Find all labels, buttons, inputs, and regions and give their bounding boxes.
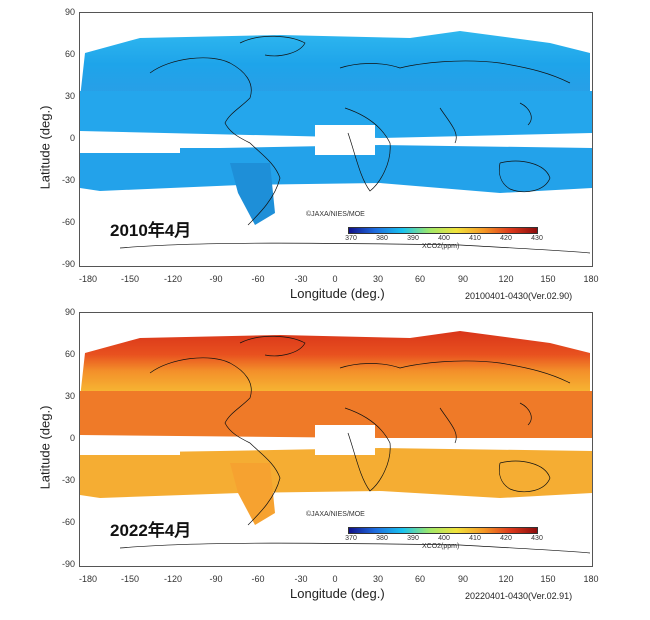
- x-axis-label: Longitude (deg.): [290, 286, 385, 301]
- xco2-coverage-south: [80, 448, 592, 498]
- x-tick-label: -180: [78, 274, 97, 284]
- y-tick-label: -30: [61, 475, 75, 485]
- period-label: 2022年4月: [110, 521, 192, 540]
- credit-label: ©JAXA/NIES/MOE: [306, 211, 365, 218]
- x-tick-label: 180: [583, 574, 599, 584]
- x-tick-label: -90: [209, 574, 223, 584]
- colorbar-tick: 430: [531, 235, 543, 242]
- xco2-coverage-south: [80, 145, 592, 193]
- xco2-coverage-southam: [230, 463, 275, 525]
- x-tick-label: 90: [457, 274, 468, 284]
- colorbar-tick: 370: [345, 535, 357, 542]
- colorbar-tick: 410: [469, 535, 481, 542]
- colorbar-tick: 380: [376, 235, 388, 242]
- xco2-coverage-southam: [230, 163, 275, 225]
- x-tick-label: -150: [120, 274, 139, 284]
- colorbar: [348, 527, 538, 534]
- y-tick-label: 60: [64, 349, 75, 359]
- colorbar-title: XCO2(ppm): [422, 243, 460, 250]
- coastlines: [119, 335, 591, 554]
- data-gap: [315, 125, 375, 155]
- x-tick-label: -180: [78, 574, 97, 584]
- colorbar-tick: 400: [438, 235, 450, 242]
- y-axis-label: Latitude (deg.): [37, 405, 53, 490]
- x-tick-label: 150: [540, 274, 556, 284]
- map-panel-2022: 90 60 30 0 -30 -60 -90 Latitude (deg.) -…: [0, 300, 650, 605]
- y-tick-label: 0: [69, 133, 75, 143]
- colorbar-tick: 430: [531, 535, 543, 542]
- colorbar-tick: 380: [376, 535, 388, 542]
- y-tick-label: -30: [61, 175, 75, 185]
- x-tick-label: -120: [163, 574, 182, 584]
- y-tick-label: -90: [61, 259, 75, 269]
- colorbar-tick: 370: [345, 235, 357, 242]
- period-label: 2010年4月: [110, 221, 192, 240]
- xco2-coverage-north: [80, 31, 590, 98]
- colorbar-tick: 390: [407, 535, 419, 542]
- data-gap: [80, 443, 180, 455]
- y-tick-label: -60: [61, 217, 75, 227]
- x-tick-label: -30: [294, 274, 308, 284]
- y-tick-label: 30: [64, 391, 75, 401]
- map-plot-2010: [79, 12, 593, 267]
- xco2-map-2010: [80, 31, 592, 254]
- xco2-coverage-north: [80, 331, 590, 398]
- colorbar-tick: 420: [500, 235, 512, 242]
- x-axis-label: Longitude (deg.): [290, 586, 385, 601]
- coastlines: [119, 35, 591, 254]
- y-tick-label: 90: [64, 7, 75, 17]
- x-tick-label: 30: [372, 274, 383, 284]
- y-tick-label: 0: [69, 433, 75, 443]
- colorbar-tick: 400: [438, 535, 450, 542]
- y-tick-label: 30: [64, 91, 75, 101]
- data-gap: [80, 141, 180, 153]
- x-tick-label: 60: [414, 574, 425, 584]
- xco2-coverage-tropics: [80, 91, 592, 138]
- x-tick-label: -90: [209, 274, 223, 284]
- x-tick-label: -30: [294, 574, 308, 584]
- x-tick-label: -60: [251, 274, 265, 284]
- y-tick-label: 60: [64, 49, 75, 59]
- x-tick-label: 150: [540, 574, 556, 584]
- xco2-coverage-tropics: [80, 391, 592, 438]
- colorbar-title: XCO2(ppm): [422, 543, 460, 550]
- x-tick-label: -60: [251, 574, 265, 584]
- credit-label: ©JAXA/NIES/MOE: [306, 511, 365, 518]
- colorbar: [348, 227, 538, 234]
- x-tick-label: 120: [498, 574, 514, 584]
- xco2-map-2022: [80, 331, 592, 554]
- x-tick-label: 30: [372, 574, 383, 584]
- version-stamp: 20220401-0430(Ver.02.91): [465, 591, 573, 601]
- map-plot-2022: [79, 312, 593, 567]
- x-tick-label: 0: [332, 574, 338, 584]
- x-tick-label: -120: [163, 274, 182, 284]
- y-tick-label: -90: [61, 559, 75, 569]
- colorbar-tick: 390: [407, 235, 419, 242]
- x-tick-label: 180: [583, 274, 599, 284]
- colorbar-tick: 420: [500, 535, 512, 542]
- y-axis-label: Latitude (deg.): [37, 105, 53, 190]
- x-tick-label: 120: [498, 274, 514, 284]
- version-stamp: 20100401-0430(Ver.02.90): [465, 291, 573, 301]
- x-tick-label: 0: [332, 274, 338, 284]
- x-tick-label: 90: [457, 574, 468, 584]
- y-tick-label: 90: [64, 307, 75, 317]
- x-tick-label: -150: [120, 574, 139, 584]
- y-tick-label: -60: [61, 517, 75, 527]
- x-tick-label: 60: [414, 274, 425, 284]
- colorbar-tick: 410: [469, 235, 481, 242]
- data-gap: [315, 425, 375, 455]
- map-panel-2010: 90 60 30 0 -30 -60 -90 Latitude (deg.) -…: [0, 0, 650, 305]
